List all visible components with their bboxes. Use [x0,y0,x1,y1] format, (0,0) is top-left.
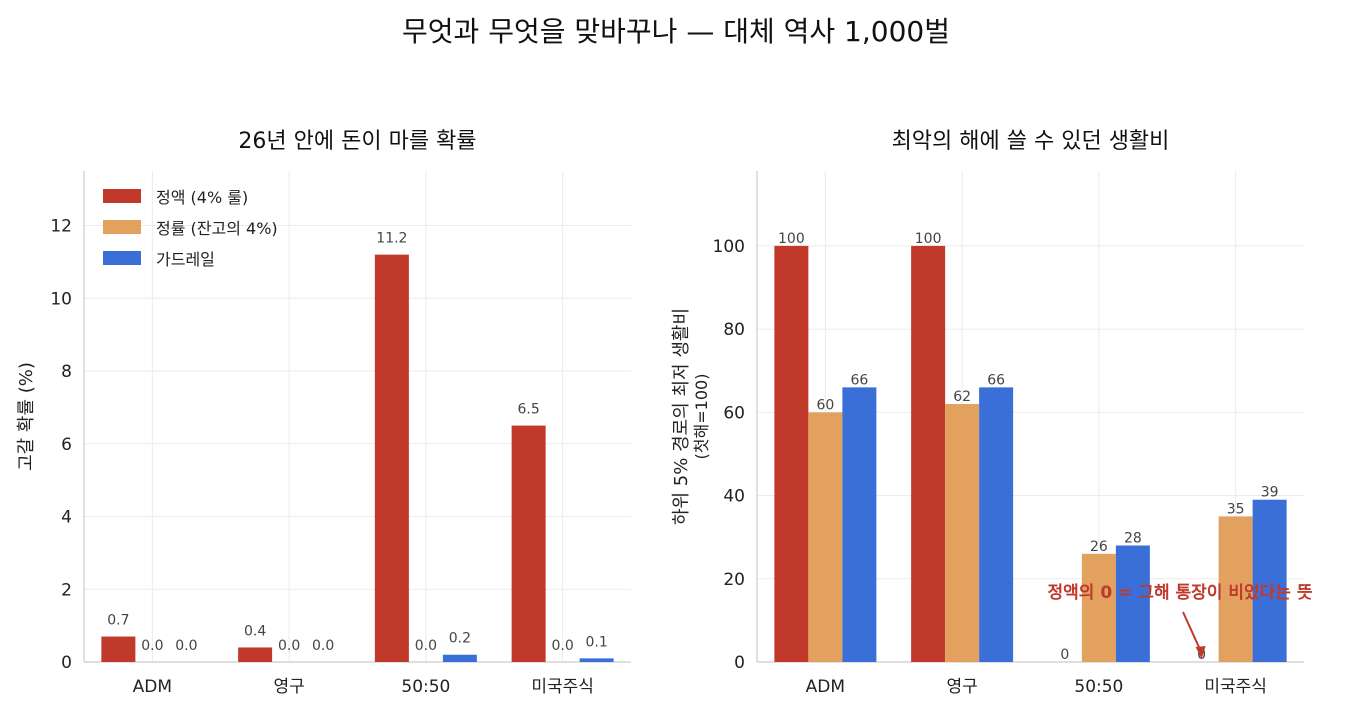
bar [842,387,877,662]
bar [579,658,614,662]
y-tick-label: 0 [61,653,72,673]
bar-value-label: 62 [953,389,971,405]
y-tick-label: 10 [50,289,72,309]
bar-value-label: 0 [1060,647,1069,663]
bar [774,245,809,662]
y-tick-label: 4 [61,508,72,528]
y-tick-label: 100 [713,237,745,257]
y-tick-label: 60 [723,403,745,423]
bar [979,387,1014,662]
bar-value-label: 0.0 [175,638,197,654]
bar [945,404,980,662]
x-tick-label: 영구 [273,677,304,697]
bar-value-label: 0.0 [312,638,334,654]
y-tick-label: 40 [723,487,745,507]
bar [101,636,136,662]
bar [374,254,409,662]
bar-value-label: 0.0 [415,638,437,654]
bar-value-label: 0.0 [278,638,300,654]
bar [442,654,477,662]
y-axis-label: 고갈 확률 (%) [16,362,37,471]
bar [511,425,546,662]
bar-value-label: 6.5 [517,402,539,418]
bar [808,412,843,662]
legend-swatch [103,220,141,234]
bar-value-label: 100 [778,231,805,247]
legend-label: 가드레일 [156,250,215,269]
bar-value-label: 26 [1090,539,1108,555]
bar-value-label: 0.0 [141,638,163,654]
chart-title: 26년 안에 돈이 마를 확률 [238,129,476,154]
x-tick-label: 50:50 [1074,677,1123,697]
bar [911,245,946,662]
bar-value-label: 0.2 [449,631,471,647]
bar-value-label: 35 [1227,501,1245,517]
legend-swatch [103,251,141,265]
y-tick-label: 20 [723,570,745,590]
legend-swatch [103,189,141,203]
annotation-text: 정액의 0 = 그해 통장이 비었다는 뜻 [1048,582,1313,603]
y-axis-label-sub: (첫해=100) [692,374,711,460]
figure-title: 무엇과 무엇을 맞바꾸나 — 대체 역사 1,000벌 [402,15,950,48]
legend-label: 정률 (잔고의 4%) [156,219,278,238]
x-tick-label: 미국주식 [1204,677,1267,697]
bar-value-label: 0.0 [551,638,573,654]
bar-value-label: 0.4 [244,623,266,639]
bar [1218,516,1253,662]
bar [1115,545,1150,662]
chart-title: 최악의 해에 쓸 수 있던 생활비 [892,129,1170,154]
annotation-arrowhead [1195,646,1206,659]
x-tick-label: ADM [806,677,845,697]
bar-value-label: 39 [1261,485,1279,501]
bar-value-label: 66 [850,372,868,388]
y-tick-label: 6 [61,435,72,455]
bar [238,647,273,662]
legend: 정액 (4% 룰) 정률 (잔고의 4%) 가드레일 [103,188,278,269]
y-tick-label: 8 [61,362,72,382]
y-axis-label: 하위 5% 경로의 최저 생활비 [671,308,692,525]
bar-value-label: 28 [1124,530,1142,546]
x-tick-label: ADM [133,677,172,697]
chart-panel-1: 26년 안에 돈이 마를 확률 0 2 4 6 8 10 12 ADM 영구 50:50 미국주식 고갈… [16,129,631,697]
bar [1252,499,1287,662]
chart-panel-2: 최악의 해에 쓸 수 있던 생활비 0 20 40 60 80 100 ADM 영구 50:50 미… [671,129,1313,697]
x-tick-label: 영구 [946,677,977,697]
bar-value-label: 66 [987,372,1005,388]
bar-value-label: 0.1 [585,634,607,650]
y-tick-label: 12 [50,217,72,237]
x-tick-label: 미국주식 [531,677,594,697]
legend-label: 정액 (4% 룰) [156,188,248,207]
bar-value-label: 0.7 [107,613,129,629]
bar-value-label: 60 [816,397,834,413]
x-tick-label: 50:50 [401,677,450,697]
annotation-arrow [1182,611,1203,654]
y-tick-label: 2 [61,580,72,600]
y-tick-label: 80 [723,320,745,340]
bar-value-label: 11.2 [376,231,407,247]
bar-value-label: 100 [915,231,942,247]
y-tick-label: 0 [734,653,745,673]
bar [1081,553,1116,662]
